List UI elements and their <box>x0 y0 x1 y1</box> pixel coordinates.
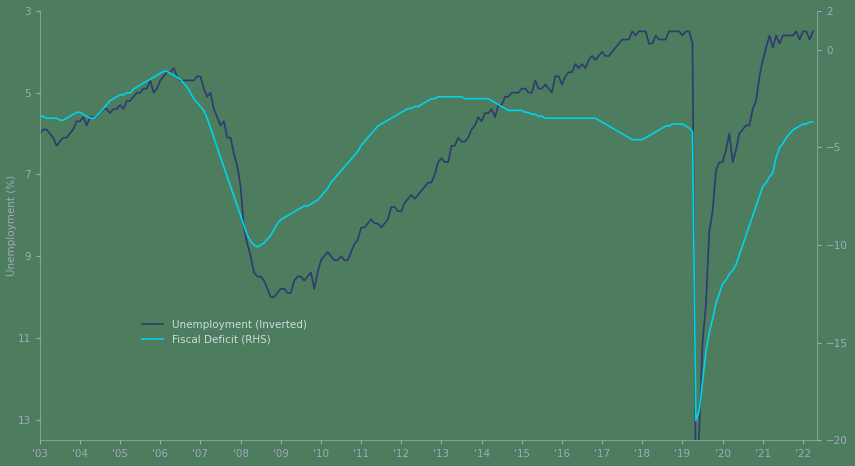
Fiscal Deficit (RHS) <box>791 125 801 131</box>
Legend: Unemployment (Inverted), Fiscal Deficit (RHS): Unemployment (Inverted), Fiscal Deficit … <box>139 315 310 349</box>
Line: Unemployment (Inverted): Unemployment (Inverted) <box>40 31 813 466</box>
Unemployment (Inverted) <box>142 86 152 91</box>
Fiscal Deficit (RHS) <box>142 78 152 84</box>
Line: Fiscal Deficit (RHS): Fiscal Deficit (RHS) <box>40 71 813 420</box>
Unemployment (Inverted) <box>808 28 818 34</box>
Unemployment (Inverted) <box>275 286 286 292</box>
Unemployment (Inverted) <box>105 110 115 116</box>
Unemployment (Inverted) <box>98 106 109 112</box>
Y-axis label: Unemployment (%): Unemployment (%) <box>7 175 17 276</box>
Fiscal Deficit (RHS) <box>35 113 45 119</box>
Fiscal Deficit (RHS) <box>105 98 115 103</box>
Unemployment (Inverted) <box>35 131 45 137</box>
Fiscal Deficit (RHS) <box>98 106 109 111</box>
Fiscal Deficit (RHS) <box>158 69 168 74</box>
Unemployment (Inverted) <box>627 28 637 34</box>
Fiscal Deficit (RHS) <box>691 418 701 423</box>
Fiscal Deficit (RHS) <box>239 223 249 228</box>
Fiscal Deficit (RHS) <box>808 119 818 125</box>
Fiscal Deficit (RHS) <box>279 215 289 220</box>
Unemployment (Inverted) <box>235 184 245 190</box>
Unemployment (Inverted) <box>791 28 801 34</box>
